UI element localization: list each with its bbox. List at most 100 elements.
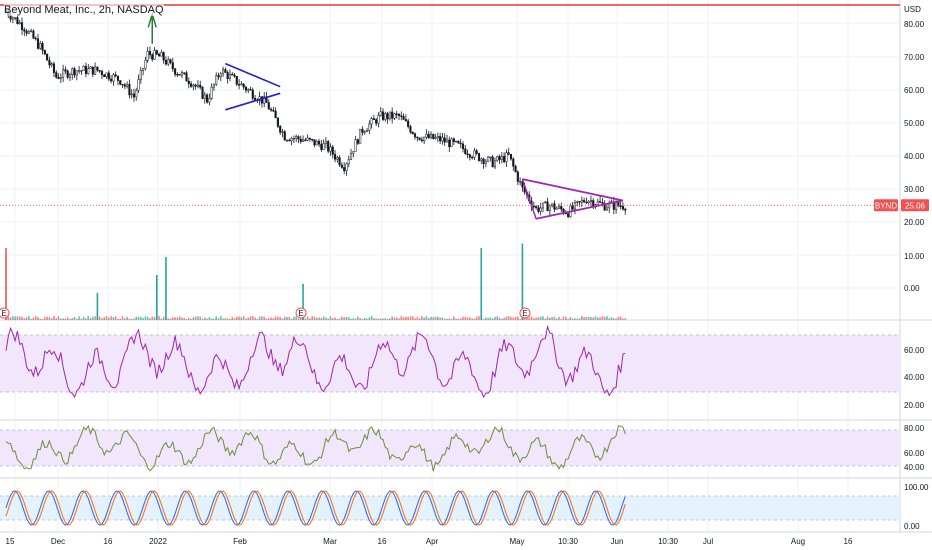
candle-body <box>395 113 398 115</box>
volume-bar <box>567 318 569 320</box>
volume-bar <box>270 317 272 320</box>
candle-body <box>80 70 83 72</box>
volume-bar <box>402 317 405 320</box>
candle-body <box>20 22 24 30</box>
volume-bar <box>597 317 599 320</box>
volume-bar <box>478 316 480 320</box>
volume-bar <box>121 316 124 320</box>
earnings-icon: E <box>295 307 307 319</box>
volume-bar <box>594 316 597 320</box>
volume-bar <box>350 318 352 320</box>
candle-body <box>98 70 101 72</box>
volume-bar <box>53 316 55 320</box>
volume-bar <box>336 318 339 320</box>
rsi-line <box>5 324 626 399</box>
earnings-icon: E <box>519 307 531 319</box>
candle-body <box>238 84 241 86</box>
volume-bar <box>475 316 478 320</box>
volume-bar <box>375 318 377 320</box>
volume-bar <box>194 316 197 320</box>
candle-body <box>162 52 165 61</box>
volume-bar <box>37 317 39 320</box>
volume-bar <box>313 316 316 320</box>
volume-bar <box>251 316 254 320</box>
time-axis-label: Jun <box>611 537 624 546</box>
volume-bar <box>455 318 457 320</box>
volume-bar <box>395 317 398 320</box>
candle-body <box>402 116 405 120</box>
volume-bar <box>103 317 106 320</box>
volume-bar <box>347 317 350 320</box>
volume-bar <box>277 316 279 320</box>
candle-body <box>274 110 277 119</box>
candle-body <box>295 136 298 139</box>
candle-body <box>605 207 609 211</box>
candle-body <box>521 181 524 188</box>
volume-bar <box>459 318 462 320</box>
candle-body <box>505 152 508 163</box>
volume-bar <box>318 317 320 320</box>
volume-bar <box>491 318 494 320</box>
volume-bar <box>254 317 256 320</box>
volume-bar <box>44 317 46 320</box>
price-tick-label: 40.00 <box>904 152 925 161</box>
pennant-1-lower <box>225 92 281 111</box>
candle-body <box>94 66 97 75</box>
candle-body <box>302 139 305 142</box>
candle-body <box>23 29 26 32</box>
volume-bar <box>213 318 215 320</box>
candle-body <box>544 201 547 204</box>
candle-body <box>135 90 138 98</box>
volume-bar <box>610 317 613 320</box>
candle-body <box>89 66 92 69</box>
volume-bar <box>487 317 489 320</box>
volume-bar <box>247 317 250 320</box>
time-axis-label: Apr <box>426 537 439 546</box>
candle-body <box>96 66 99 71</box>
candle-body <box>57 77 60 79</box>
candle-body <box>343 167 346 172</box>
volume-bar <box>535 317 537 320</box>
volume-bar <box>172 317 174 320</box>
candle-body <box>286 139 289 142</box>
volume-bar <box>405 316 407 320</box>
volume-bar <box>32 317 35 320</box>
volume-bar <box>569 317 572 320</box>
volume-bar <box>473 318 476 320</box>
volume-bar <box>16 316 19 320</box>
candle-body <box>39 43 42 49</box>
candle-body <box>25 30 28 34</box>
volume-bar <box>133 318 135 320</box>
candle-body <box>589 200 593 202</box>
volume-bar <box>464 317 467 320</box>
volume-bar <box>453 316 455 320</box>
volume-bar <box>231 316 234 320</box>
volume-bar <box>389 318 391 320</box>
volume-bar <box>327 318 329 320</box>
candle-body <box>267 102 270 110</box>
candle-body <box>311 138 314 141</box>
volume-bar <box>108 317 110 320</box>
volume-bar <box>581 316 583 320</box>
volume-bar <box>60 318 62 320</box>
volume-bar <box>331 318 334 320</box>
candle-body <box>91 66 94 75</box>
candle-body <box>375 119 378 124</box>
volume-bar <box>393 317 396 320</box>
volume-bar <box>126 316 128 320</box>
volume-bar <box>439 317 441 320</box>
volume-bar <box>55 318 58 320</box>
candle-body <box>601 202 604 204</box>
volume-bar <box>85 318 87 320</box>
volume-bar <box>57 316 60 320</box>
volume-bar <box>124 318 126 320</box>
volume-bar <box>224 318 227 320</box>
candle-body <box>420 139 423 142</box>
candle-body <box>215 75 218 85</box>
price-tick-label: 70.00 <box>904 53 925 62</box>
volume-bar <box>407 316 409 320</box>
candle-body <box>434 137 437 139</box>
volume-bar <box>197 316 199 320</box>
